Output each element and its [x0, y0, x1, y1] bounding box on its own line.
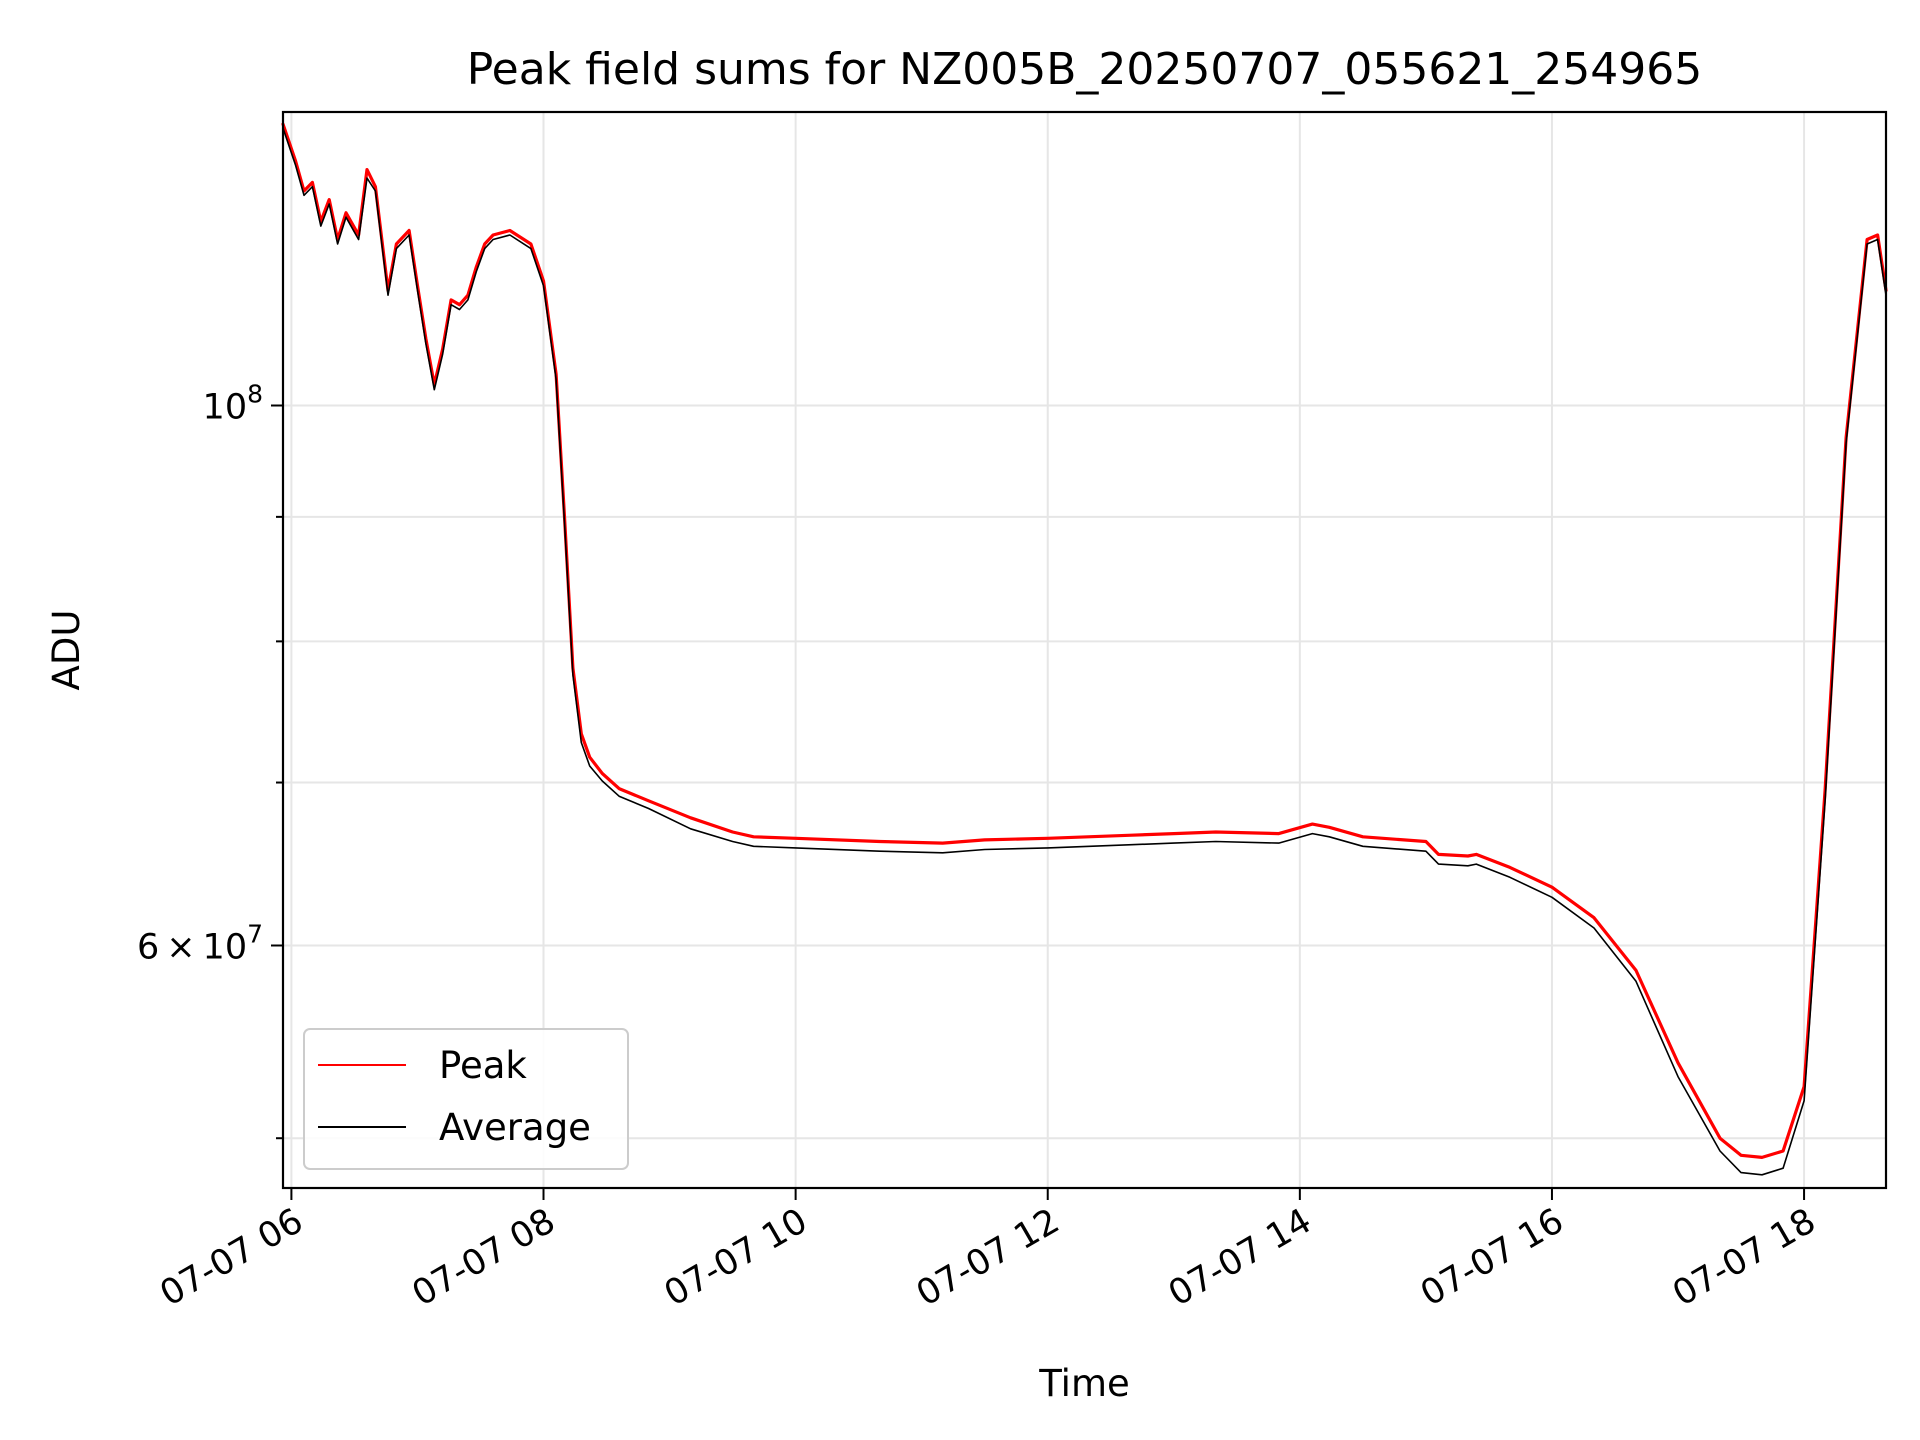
- legend-label-peak: Peak: [439, 1044, 527, 1087]
- y-axis-label: ADU: [45, 610, 88, 691]
- legend-label-average: Average: [439, 1106, 591, 1149]
- series-line-average: [282, 127, 1887, 1176]
- y-tick-label: 108: [203, 379, 263, 427]
- x-axis-label: Time: [1038, 1362, 1130, 1405]
- legend: Peak Average: [303, 1028, 629, 1170]
- y-tick-label: 6 × 107: [137, 919, 263, 967]
- series-line-peak: [281, 122, 1888, 1160]
- chart-title: Peak field sums for NZ005B_20250707_0556…: [467, 44, 1703, 95]
- axes-frame: [281, 110, 1888, 1190]
- plot-series: [281, 122, 1888, 1176]
